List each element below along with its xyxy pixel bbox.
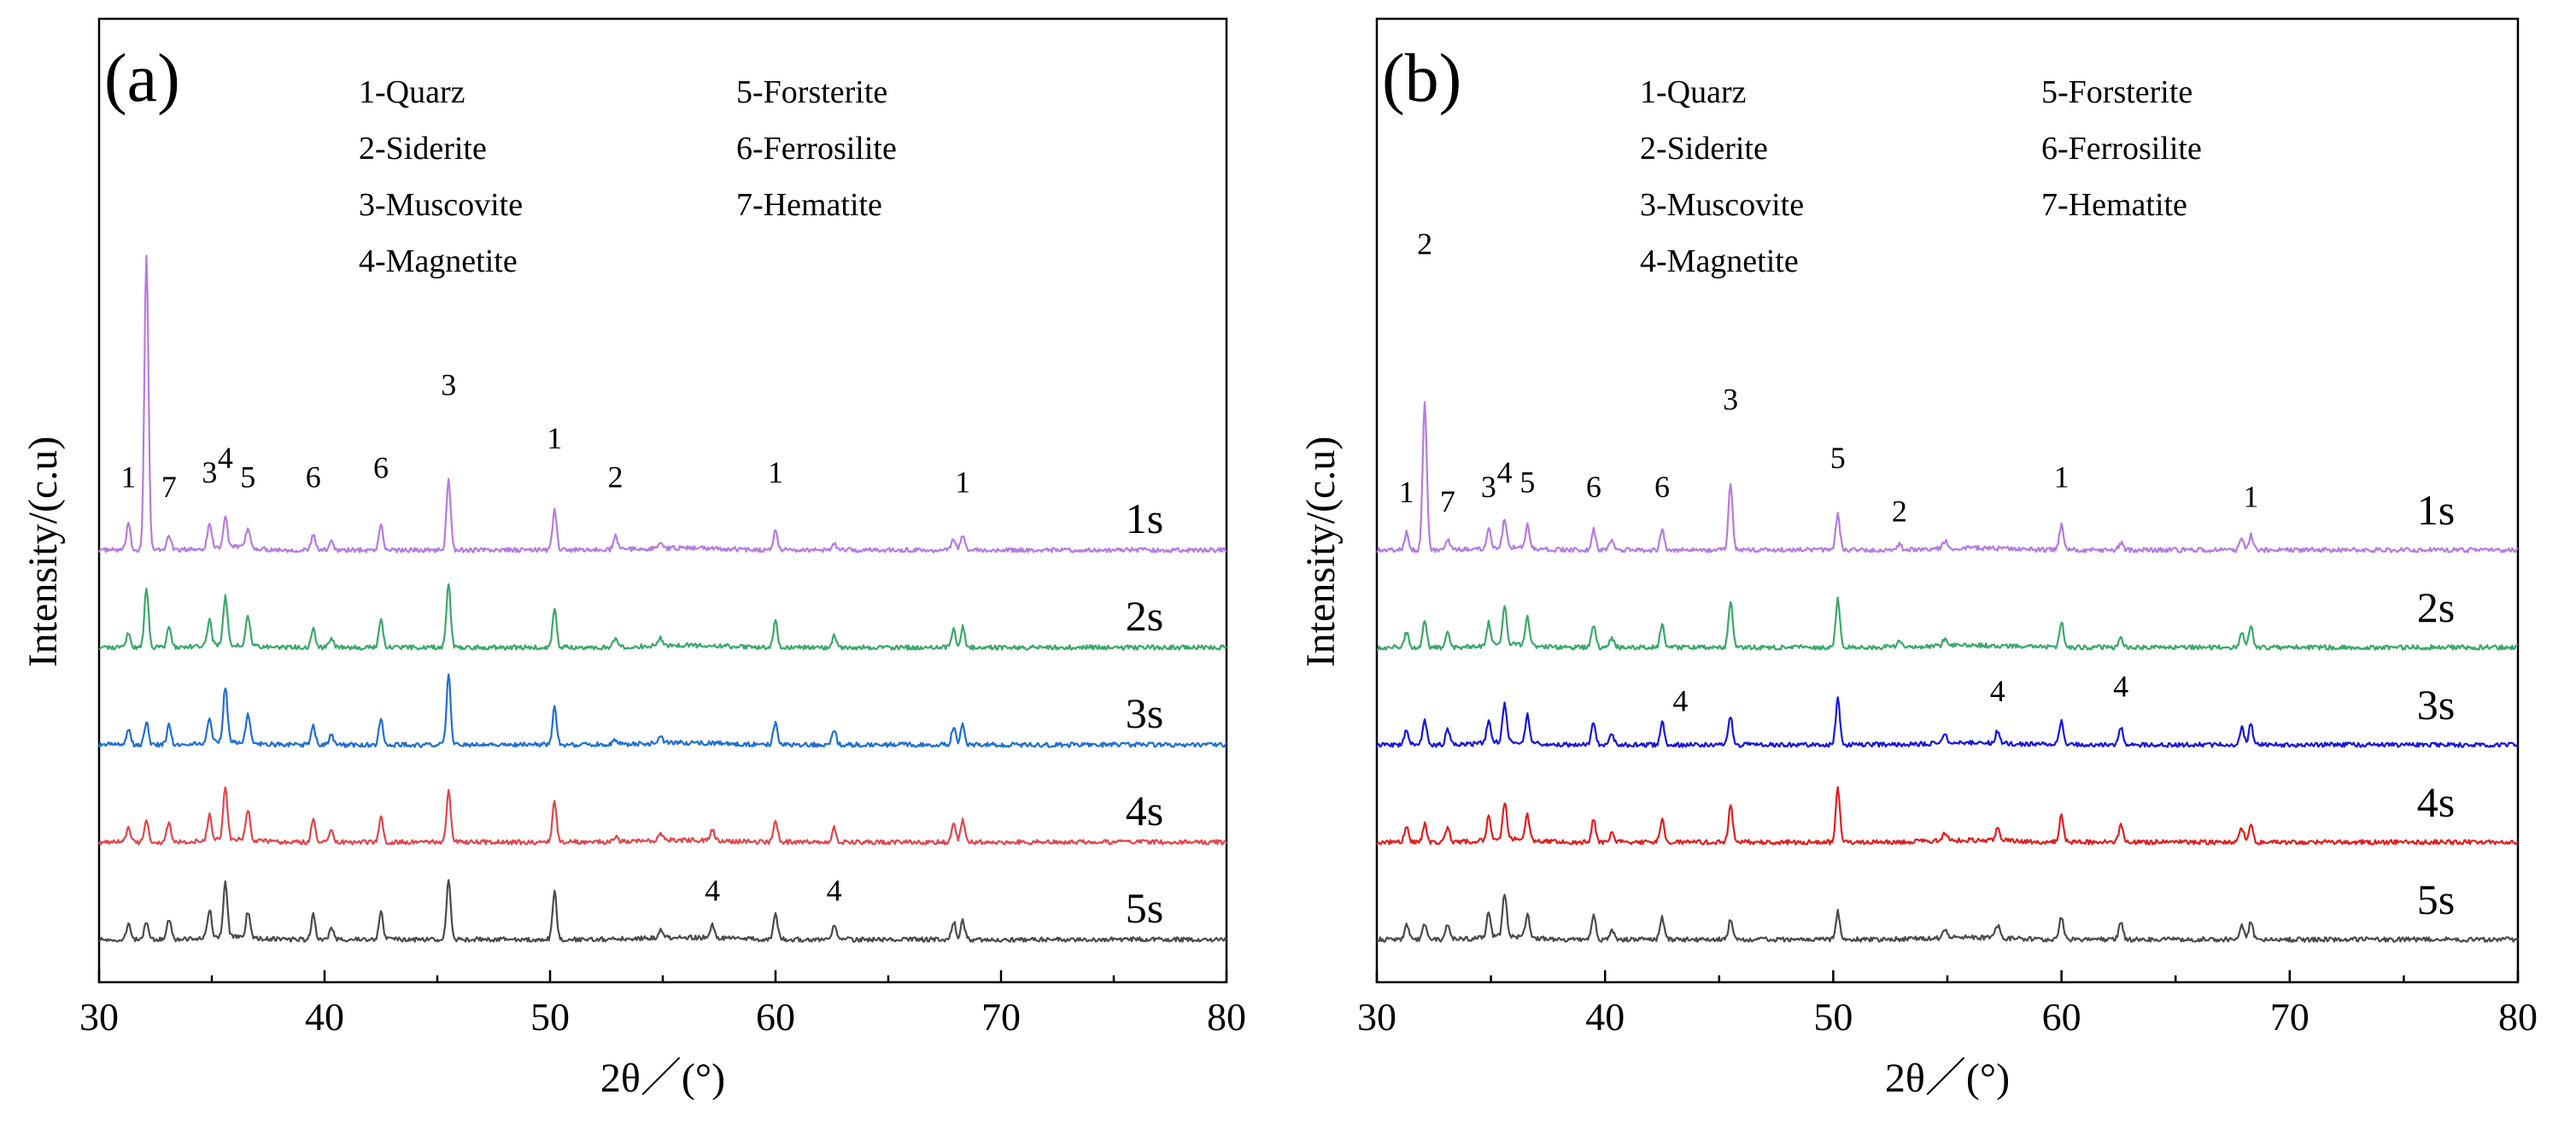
peak-annotation: 4	[1672, 684, 1688, 718]
series-label: 2s	[2417, 583, 2455, 631]
x-tick-label: 30	[1357, 995, 1396, 1039]
x-tick-label: 40	[1585, 995, 1625, 1039]
plot-frame	[97, 17, 1228, 984]
legend-entry: 3-Muscovite	[1640, 187, 1804, 223]
series-trace-1s	[1376, 401, 2519, 553]
x-tick-label: 50	[530, 995, 570, 1039]
peak-annotation: 3	[202, 455, 217, 489]
peak-annotation: 1	[547, 421, 562, 455]
series-label: 5s	[2417, 875, 2455, 923]
peak-annotation: 4	[2113, 669, 2128, 703]
peak-annotation: 6	[1654, 470, 1670, 504]
legend-entry: 7-Hematite	[2041, 187, 2187, 223]
peak-annotation: 6	[373, 450, 389, 484]
legend-entry: 5-Forsterite	[736, 74, 887, 110]
peak-annotation: 3	[1481, 470, 1496, 504]
peak-annotation: 7	[161, 470, 177, 504]
peak-annotation: 2	[1892, 495, 1907, 529]
peak-annotation: 2	[608, 460, 624, 495]
series-label: 3s	[1126, 689, 1163, 737]
series-label: 5s	[1126, 884, 1163, 932]
peak-annotation: 1	[955, 465, 970, 499]
peak-annotation: 3	[1723, 383, 1738, 417]
phase-legend: 1-Quarz 2-Siderite 3-Muscovite 4-Magnetite 5…	[1640, 74, 2202, 279]
peak-annotation: 6	[306, 460, 321, 495]
legend-entry: 3-Muscovite	[359, 187, 523, 223]
legend-entry: 4-Magnetite	[359, 243, 518, 279]
peak-annotation: 5	[1519, 465, 1535, 499]
series-label: 1s	[2417, 486, 2455, 534]
panel-tag: (a)	[104, 41, 180, 116]
peak-annotation: 1	[120, 460, 136, 495]
legend-entry: 5-Forsterite	[2041, 74, 2193, 110]
series-label: 4s	[1126, 787, 1163, 834]
legend-entry: 6-Ferrosilite	[2041, 131, 2202, 167]
series-trace-3s	[97, 673, 1227, 748]
x-tick-label: 30	[79, 995, 119, 1039]
peak-annotation: 7	[1440, 484, 1455, 518]
series-trace-2s	[1377, 596, 2518, 651]
peak-annotation: 5	[1830, 441, 1846, 475]
legend-entry: 7-Hematite	[736, 187, 882, 223]
legend-entry: 6-Ferrosilite	[736, 131, 897, 167]
panel-tag: (b)	[1382, 41, 1461, 116]
peak-annotation: 4	[1497, 455, 1513, 489]
legend-entry: 1-Quarz	[1640, 74, 1746, 110]
peak-annotation: 1	[2243, 480, 2258, 514]
series-label: 3s	[2417, 681, 2455, 729]
series-trace-3s	[1375, 696, 2519, 748]
y-axis-title: Intensity/(c.u)	[1298, 436, 1344, 668]
panel-a: 30 40 50 60 70 80 2θ／(°) Intensity/(c.u) (a) 1-Qu…	[20, 17, 1246, 1101]
series-trace-5s	[98, 879, 1227, 943]
peak-annotation: 4	[1990, 674, 2005, 708]
series-trace-1s	[98, 255, 1227, 553]
peak-annotation: 6	[1586, 470, 1601, 504]
plot-frame	[1375, 17, 2520, 984]
series-trace-4s	[1376, 786, 2519, 846]
series-label: 4s	[2417, 778, 2455, 826]
phase-legend: 1-Quarz 2-Siderite 3-Muscovite 4-Magnetite 5…	[359, 74, 897, 279]
y-axis-title: Intensity/(c.u)	[20, 436, 66, 668]
series-trace-4s	[97, 786, 1228, 846]
x-axis-title: 2θ／(°)	[1885, 1056, 2010, 1101]
x-tick-label: 70	[981, 995, 1021, 1039]
peak-annotation: 1	[2054, 460, 2070, 495]
peak-annotation: 4	[218, 441, 233, 475]
series-trace-2s	[98, 582, 1227, 651]
x-tick-label: 50	[1813, 995, 1853, 1039]
x-tick-label: 70	[2270, 995, 2310, 1039]
series-trace-5s	[1376, 893, 2519, 943]
x-tick-label: 40	[305, 995, 344, 1039]
x-tick-label: 60	[756, 995, 795, 1039]
series-label: 1s	[1126, 495, 1163, 542]
legend-entry: 4-Magnetite	[1640, 243, 1799, 279]
peak-annotation: 3	[441, 368, 456, 402]
peak-annotation: 2	[1417, 227, 1432, 261]
x-tick-label: 80	[1207, 995, 1246, 1039]
x-tick-label: 60	[2042, 995, 2081, 1039]
x-axis-title: 2θ／(°)	[600, 1056, 725, 1101]
peak-annotation: 1	[1399, 475, 1414, 509]
peak-annotation: 4	[705, 873, 720, 907]
legend-entry: 2-Siderite	[359, 131, 487, 167]
x-tick-label: 80	[2498, 995, 2538, 1039]
series-label: 2s	[1126, 592, 1163, 640]
peak-annotation: 5	[240, 460, 255, 495]
legend-entry: 1-Quarz	[359, 74, 465, 110]
legend-entry: 2-Siderite	[1640, 131, 1768, 167]
peak-annotation: 4	[827, 873, 842, 907]
panel-b: 30 40 50 60 70 80 2θ／(°) Intensity/(c.u) (b) 1-Qu…	[1298, 17, 2538, 1101]
peak-annotation: 1	[768, 455, 783, 489]
